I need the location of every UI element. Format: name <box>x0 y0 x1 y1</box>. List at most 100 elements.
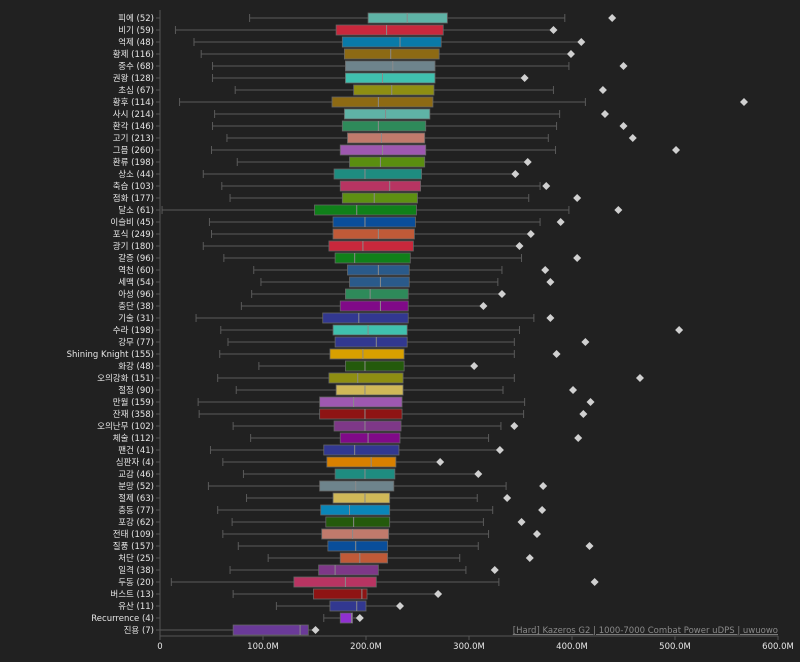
box-row: 달소 (61) <box>118 204 623 216</box>
iqr-box <box>318 564 379 576</box>
outlier-marker <box>566 50 575 58</box>
iqr-box <box>323 444 400 456</box>
x-axis-ticks: 0 100.0M 200.0M 300.0M 400.0M 500.0M 600.0M <box>157 636 794 652</box>
category-label: 축습 (103) <box>113 182 154 192</box>
iqr-box <box>339 432 401 444</box>
outlier-marker <box>577 38 586 46</box>
category-label: 진용 (7) <box>124 625 154 636</box>
outlier-marker <box>586 398 595 406</box>
box-row: 광기 (180) <box>113 240 524 252</box>
iqr-box <box>332 492 391 504</box>
category-label: 상소 (44) <box>118 169 154 180</box>
box-row: 축습 (103) <box>113 180 551 192</box>
x-tick-label: 200.0M <box>350 642 382 652</box>
category-label: 초심 (67) <box>118 85 154 96</box>
iqr-box <box>329 600 367 612</box>
outlier-marker <box>515 242 524 250</box>
outlier-marker <box>526 230 535 238</box>
iqr-box <box>333 420 402 432</box>
outlier-marker <box>628 134 637 142</box>
outlier-marker <box>546 314 555 322</box>
category-label: 사시 (214) <box>113 110 154 120</box>
category-label: 오의난무 (102) <box>97 421 154 432</box>
category-label: 두동 (20) <box>118 578 154 588</box>
category-label: 권왕 (128) <box>113 73 154 84</box>
category-label: 팬건 (41) <box>118 445 154 456</box>
box-row: 절정 (90) <box>118 384 578 396</box>
category-label: 절정 (90) <box>118 385 154 396</box>
box-row: 억제 (48) <box>118 36 586 48</box>
outlier-marker <box>532 530 541 538</box>
category-label: 유산 (11) <box>118 601 154 612</box>
box-row: 오의난무 (102) <box>97 420 519 432</box>
outlier-marker <box>470 362 479 370</box>
x-tick-label: 100.0M <box>247 642 279 652</box>
outlier-marker <box>585 542 594 550</box>
category-label: 버스트 (13) <box>110 589 154 600</box>
box-row: 피에 (52) <box>118 12 617 24</box>
chart-footer-credit[interactable]: [Hard] Kazeros G2 | 1000-7000 Combat Pow… <box>513 626 778 636</box>
box-row: 체술 (112) <box>113 432 583 444</box>
iqr-box <box>232 624 309 636</box>
category-label: 화강 (48) <box>118 361 154 372</box>
box-row: 황제 (116) <box>113 48 575 60</box>
box-row: 역천 (60) <box>118 264 550 276</box>
box-row: 점화 (177) <box>113 192 582 204</box>
iqr-box <box>332 324 408 336</box>
iqr-box <box>293 576 377 588</box>
category-label: 수라 (198) <box>113 326 154 336</box>
outlier-marker <box>608 14 617 22</box>
iqr-box <box>320 504 391 516</box>
box-row: 수라 (198) <box>113 324 684 336</box>
box-row: 진용 (7) <box>124 624 320 636</box>
iqr-box <box>321 528 390 540</box>
box-row: 그믐 (260) <box>113 144 681 156</box>
outlier-marker <box>672 146 681 154</box>
outlier-marker <box>600 110 609 118</box>
box-row: 잔재 (358) <box>113 408 588 420</box>
box-rows: 피에 (52) 비기 (59)억제 (48)황제 (116) 중수 (68)권왕 (… <box>67 12 749 636</box>
box-row: Recurrence (4) <box>91 612 364 624</box>
outlier-marker <box>511 170 520 178</box>
box-row: 상소 (44) <box>118 168 520 180</box>
outlier-marker <box>538 506 547 514</box>
outlier-marker <box>574 434 583 442</box>
category-label: 이슬비 (45) <box>110 217 154 228</box>
category-label: 일격 (38) <box>118 565 154 576</box>
category-label: 기술 (31) <box>118 314 154 324</box>
category-label: 광기 (180) <box>113 241 154 252</box>
box-row: 두동 (20) <box>118 576 599 588</box>
outlier-marker <box>497 290 506 298</box>
box-row: 심판자 (4) <box>116 456 445 468</box>
category-label: 충동 (77) <box>118 506 154 516</box>
iqr-box <box>343 108 431 120</box>
category-label: 강무 (77) <box>118 337 154 348</box>
outlier-marker <box>474 470 483 478</box>
box-row: 세맥 (54) <box>118 276 555 288</box>
iqr-box <box>344 60 436 72</box>
iqr-box <box>367 12 448 24</box>
x-tick-label: 300.0M <box>453 642 485 652</box>
outlier-marker <box>490 566 499 574</box>
iqr-box <box>335 384 404 396</box>
category-label: 분망 (52) <box>118 481 154 492</box>
category-label: 고기 (213) <box>113 134 154 144</box>
box-row: 오의강화 (151) <box>97 372 644 384</box>
iqr-box <box>327 540 389 552</box>
iqr-box <box>319 408 403 420</box>
iqr-box <box>322 312 409 324</box>
outlier-marker <box>556 218 565 226</box>
box-row: 전태 (109) <box>113 528 541 540</box>
box-row: 포식 (249) <box>113 228 535 240</box>
iqr-box <box>325 516 391 528</box>
outlier-marker <box>590 578 599 586</box>
category-label: 황후 (114) <box>113 97 154 108</box>
box-row: 강무 (77) <box>118 336 590 348</box>
iqr-box <box>339 144 427 156</box>
iqr-box <box>314 204 417 216</box>
x-tick-label: 0 <box>157 642 162 652</box>
outlier-marker <box>495 446 504 454</box>
outlier-marker <box>598 86 607 94</box>
category-label: 체술 (112) <box>113 433 154 444</box>
iqr-box <box>343 48 440 60</box>
